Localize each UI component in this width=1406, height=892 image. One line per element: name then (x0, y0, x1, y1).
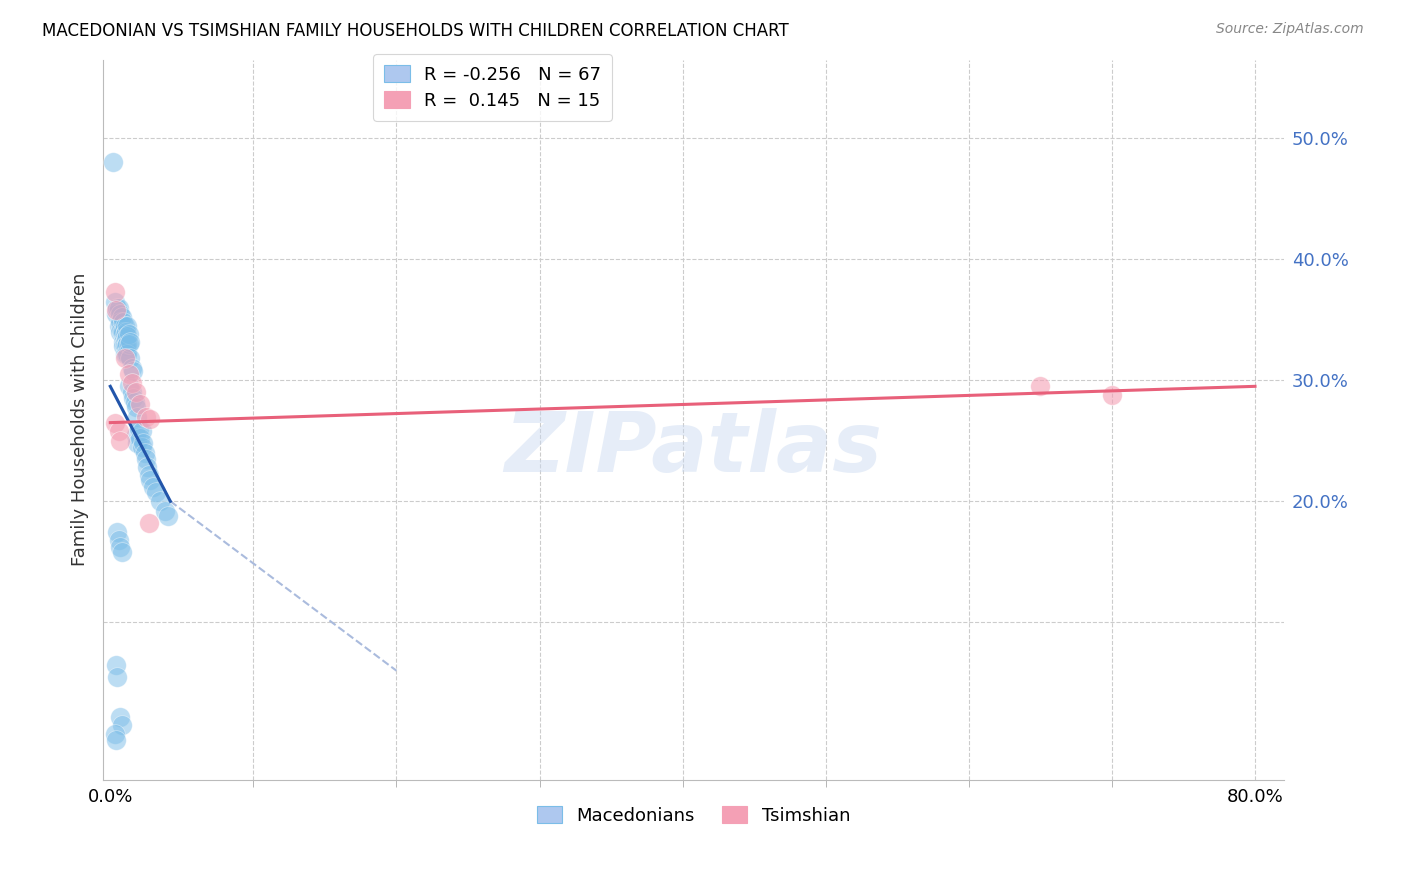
Point (103, 726, 125, 740)
Point (105, 303, 128, 318)
Point (131, 440, 153, 454)
Point (139, 473, 162, 487)
Point (121, 385, 143, 400)
Point (142, 480, 165, 494)
Point (132, 436, 155, 450)
Point (111, 310, 134, 325)
Point (121, 361, 143, 376)
Point (135, 452, 157, 467)
Point (139, 412, 162, 426)
Point (125, 427, 148, 442)
Point (107, 524, 129, 539)
Point (117, 328, 139, 343)
Point (117, 346, 139, 360)
Point (110, 434, 132, 448)
Point (128, 422, 150, 436)
Point (153, 504, 176, 518)
Point (118, 368, 141, 382)
Point (117, 318, 139, 333)
Point (1101, 388, 1123, 402)
Point (112, 334, 135, 349)
Point (114, 334, 136, 349)
Point (110, 709, 132, 723)
Point (114, 339, 136, 353)
Legend: Macedonians, Tsimshian: Macedonians, Tsimshian (526, 795, 860, 836)
Point (105, 657, 128, 672)
Point (115, 339, 138, 353)
Point (138, 516, 160, 530)
Point (1029, 379, 1052, 393)
Point (118, 379, 141, 393)
Point (110, 307, 132, 321)
Point (121, 376, 143, 390)
Point (115, 331, 138, 345)
Point (108, 424, 131, 438)
Point (107, 301, 129, 315)
Point (114, 327, 136, 342)
Point (107, 670, 129, 684)
Point (124, 395, 146, 409)
Text: ZIPatlas: ZIPatlas (505, 408, 883, 489)
Point (118, 327, 141, 342)
Point (117, 337, 139, 351)
Point (127, 436, 149, 450)
Point (111, 545, 134, 559)
Point (108, 533, 131, 547)
Point (131, 424, 153, 438)
Point (145, 484, 167, 499)
Point (110, 315, 132, 329)
Point (114, 351, 136, 366)
Y-axis label: Family Households with Children: Family Households with Children (72, 273, 89, 566)
Point (114, 346, 136, 360)
Point (114, 318, 136, 333)
Point (115, 325, 138, 339)
Point (120, 334, 142, 349)
Point (149, 494, 172, 508)
Point (111, 325, 134, 339)
Point (134, 446, 156, 460)
Point (129, 397, 152, 411)
Point (108, 301, 131, 315)
Point (103, 294, 125, 309)
Point (156, 508, 179, 523)
Point (138, 467, 160, 482)
Point (110, 325, 132, 339)
Point (118, 337, 141, 351)
Point (136, 460, 159, 475)
Point (101, 155, 124, 169)
Point (110, 541, 132, 555)
Point (125, 400, 148, 414)
Point (108, 318, 131, 333)
Point (103, 285, 125, 299)
Point (122, 392, 145, 406)
Text: MACEDONIAN VS TSIMSHIAN FAMILY HOUSEHOLDS WITH CHILDREN CORRELATION CHART: MACEDONIAN VS TSIMSHIAN FAMILY HOUSEHOLD… (42, 22, 789, 40)
Point (120, 351, 142, 366)
Point (112, 339, 135, 353)
Point (112, 325, 135, 339)
Point (105, 307, 128, 321)
Point (103, 416, 125, 430)
Text: Source: ZipAtlas.com: Source: ZipAtlas.com (1216, 22, 1364, 37)
Point (105, 732, 128, 747)
Point (127, 409, 149, 424)
Point (129, 431, 152, 445)
Point (111, 718, 134, 732)
Point (112, 315, 135, 329)
Point (135, 409, 157, 424)
Point (125, 385, 148, 400)
Point (122, 363, 145, 377)
Point (115, 346, 138, 360)
